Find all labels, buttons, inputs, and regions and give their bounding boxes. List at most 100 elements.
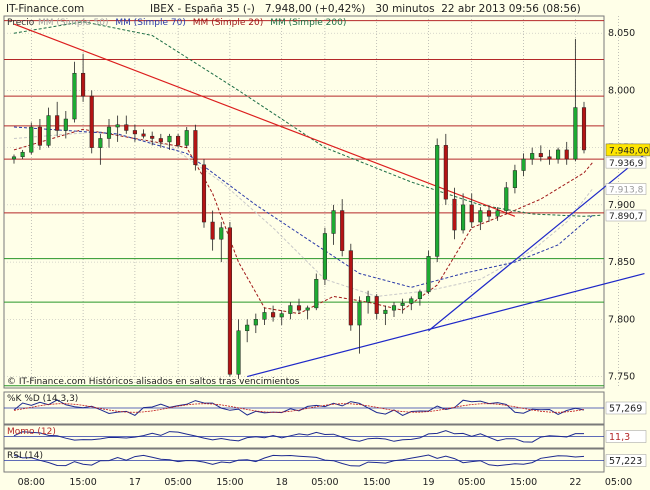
site-name: IT-Finance.com [6, 3, 84, 15]
y-tick-label: 7.750 [608, 372, 635, 383]
candle-body [288, 305, 293, 314]
price-label: 7.890,7 [609, 212, 643, 222]
legend-item: MM (Simple 70) [115, 18, 185, 28]
candle-body [409, 298, 414, 304]
indicator-signal-line [13, 403, 585, 413]
x-tick-label: 05:00 [458, 477, 485, 488]
candle-body [512, 170, 517, 188]
chart-title: IBEX - España 35 (-) 7.948,00 (+0,42%) 3… [150, 3, 581, 15]
candle-body [435, 145, 440, 257]
price-label: 7.936,9 [609, 159, 644, 169]
candle-body [150, 135, 155, 139]
indicator-value-box [605, 454, 647, 467]
candle-body [417, 291, 422, 299]
candle-body [581, 107, 587, 151]
candle-body [227, 227, 232, 375]
candle-body [132, 130, 137, 135]
price-label: 7.913,8 [609, 186, 644, 196]
x-tick-label: 22 [569, 477, 581, 488]
y-tick-label: 8.050 [608, 28, 635, 39]
candle-body [219, 227, 224, 240]
legend-precio: Precio [7, 18, 35, 28]
x-tick-label: 08:00 [18, 477, 45, 488]
trendline [247, 272, 645, 378]
candle-body [443, 145, 448, 200]
candle-body [158, 138, 163, 143]
indicator-value: 57,269 [609, 404, 642, 415]
legend-item: MM (Simple 50) [38, 18, 108, 28]
candlesticks [11, 38, 587, 379]
candle-body [106, 126, 112, 139]
candle-body [20, 151, 25, 158]
candle-body [89, 95, 94, 148]
ma-line [13, 126, 593, 288]
candle-body [141, 133, 146, 137]
indicator-value-box [605, 401, 647, 415]
x-tick-label: 15:00 [363, 477, 390, 488]
x-tick-label: 18 [276, 477, 288, 488]
legend: MM (Simple 50) MM (Simple 70) MM (Simple 2… [38, 18, 346, 28]
ma-price-box [605, 156, 647, 169]
candle-body [452, 198, 457, 231]
legend-item: MM (Simple 200) [270, 18, 346, 28]
candle-body [37, 126, 42, 146]
x-tick-label: 19 [422, 477, 434, 488]
candle-body [124, 124, 129, 131]
candle-body [573, 107, 578, 160]
candle-body [210, 221, 215, 240]
candle-body [357, 301, 362, 326]
ma-price-box [605, 209, 647, 222]
candle-body [340, 210, 345, 251]
candle-body [201, 164, 207, 223]
candle-body [115, 124, 120, 128]
indicator-line [13, 399, 585, 416]
legend-item: MM (Simple 20) [193, 18, 263, 28]
candle-body [331, 210, 336, 234]
candle-body [564, 149, 569, 160]
candle-body [461, 204, 466, 231]
indicator-panels: %K %D (14,3,3) 57,269 Momo (12) 11,3 RSI (14… [3, 391, 647, 473]
indicator-value: 11,3 [609, 432, 630, 443]
candle-body [176, 135, 181, 146]
candle-body [72, 72, 77, 120]
candle-body [236, 330, 241, 375]
price-panel [3, 15, 605, 389]
footer-note: © IT-Finance.com Históricos alisados en … [7, 376, 300, 387]
y-tick-label: 7.900 [608, 200, 635, 211]
candle-body [538, 153, 543, 158]
y-tick-label: 7.850 [608, 257, 635, 268]
x-tick-label: 05:00 [311, 477, 338, 488]
indicator-label: Momo (12) [7, 427, 56, 437]
candle-body [55, 115, 60, 131]
candle-body [486, 210, 492, 217]
indicator-line [13, 430, 584, 443]
y-tick-label: 7.800 [608, 314, 635, 325]
candle-body [29, 126, 34, 153]
candle-body [530, 153, 535, 160]
candle-body [279, 313, 284, 318]
candle-body [296, 305, 302, 311]
candle-body [556, 149, 561, 160]
candle-body [184, 130, 189, 146]
horizontal-levels [4, 20, 604, 387]
candle-body [426, 256, 431, 293]
indicator-line [13, 454, 585, 467]
candle-body [253, 319, 258, 326]
x-tick-label: 17 [129, 477, 141, 488]
candle-body [400, 303, 405, 306]
price-labels: 7.948,00 7.936,9 7.913,8 7.890,7 [605, 143, 650, 222]
candle-body [322, 233, 327, 280]
candle-body [547, 156, 552, 160]
candle-body [245, 324, 250, 332]
y-tick-label: 8.000 [608, 85, 635, 96]
candle-body [391, 305, 397, 311]
price-label: 7.948,00 [609, 146, 649, 156]
last-price-box [605, 143, 650, 157]
x-tick-label: 15:00 [510, 477, 537, 488]
x-tick-label: 15:00 [69, 477, 96, 488]
x-tick-label: 15:00 [216, 477, 243, 488]
price-grid [4, 16, 619, 388]
candle-body [366, 296, 371, 303]
indicator-value-box [605, 430, 647, 443]
